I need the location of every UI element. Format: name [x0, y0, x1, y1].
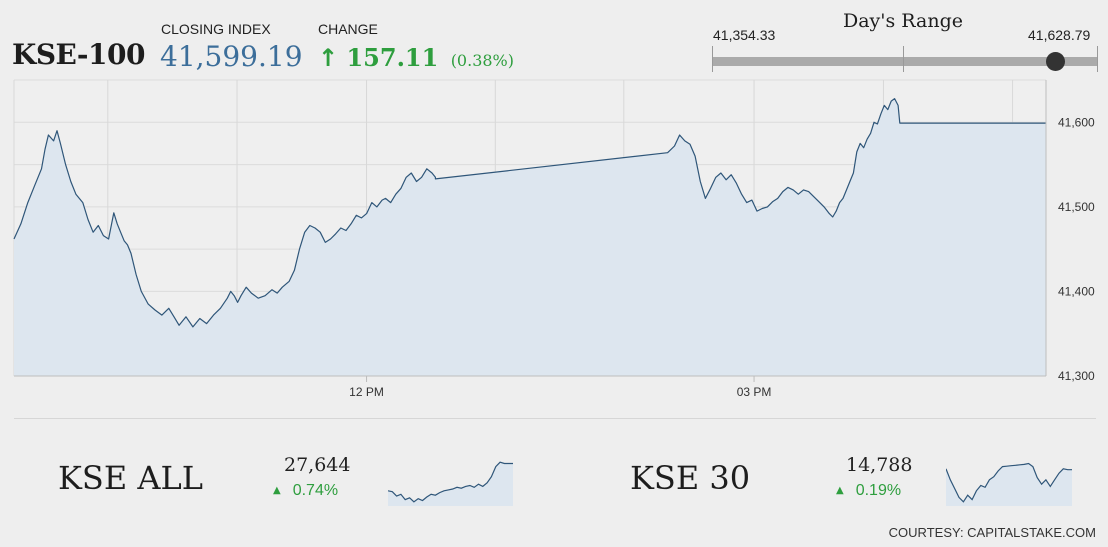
courtesy-text: COURTESY: CAPITALSTAKE.COM — [888, 525, 1096, 540]
change-percent: (0.38%) — [450, 51, 514, 70]
index-name: KSE-100 — [12, 38, 146, 71]
days-range-tick — [1097, 46, 1098, 72]
kse-30-name: KSE 30 — [630, 459, 751, 497]
series-area-fill — [14, 98, 1046, 376]
kse-30-sparkline — [946, 462, 1072, 506]
days-range-bar — [712, 57, 1097, 66]
series-line — [13, 98, 1046, 328]
triangle-up-icon: ▲ — [836, 485, 844, 496]
y-tick-label: 41,400 — [1058, 284, 1095, 298]
kse-30-change: ▲ 0.19% — [836, 482, 901, 500]
kse-30-value: 14,788 — [846, 454, 913, 476]
y-tick-label: 41,500 — [1058, 200, 1095, 214]
y-tick-label: 41,300 — [1058, 369, 1095, 383]
closing-index-value: 41,599.19 — [160, 40, 303, 73]
kse-all-value: 27,644 — [284, 454, 351, 476]
arrow-up-icon: ↑ — [318, 44, 339, 72]
triangle-up-icon: ▲ — [273, 485, 281, 496]
kse-all-name: KSE ALL — [58, 459, 203, 497]
days-range-low: 41,354.33 — [713, 27, 776, 43]
days-range-title: Day's Range — [842, 10, 964, 32]
divider — [14, 418, 1096, 419]
days-range-tick — [903, 46, 904, 72]
kse-all-change-value: 0.74% — [292, 482, 339, 499]
x-tick-label: 12 PM — [349, 385, 384, 399]
kse100-intraday-chart: 41,300 41,400 41,500 41,600 12 PM 03 PM — [13, 79, 1095, 399]
kse-all-sparkline — [388, 461, 513, 506]
y-tick-label: 41,600 — [1058, 115, 1095, 129]
change-value: 157.11 — [346, 43, 439, 72]
sparkline-area — [946, 463, 1072, 506]
kse-all-change: ▲ 0.74% — [273, 482, 338, 500]
days-range-marker — [1045, 52, 1065, 71]
sparkline-line — [946, 462, 1072, 503]
change-value-row: ↑ 157.11 (0.38%) — [318, 43, 514, 72]
sparkline-line — [388, 461, 513, 503]
kse-30-change-value: 0.19% — [855, 482, 902, 499]
days-range-high: 41,628.79 — [1028, 27, 1091, 43]
change-label: CHANGE — [318, 21, 378, 37]
days-range-tick — [712, 46, 713, 72]
x-tick-label: 03 PM — [737, 385, 772, 399]
sparkline-area — [388, 462, 513, 506]
closing-index-label: CLOSING INDEX — [161, 21, 271, 37]
